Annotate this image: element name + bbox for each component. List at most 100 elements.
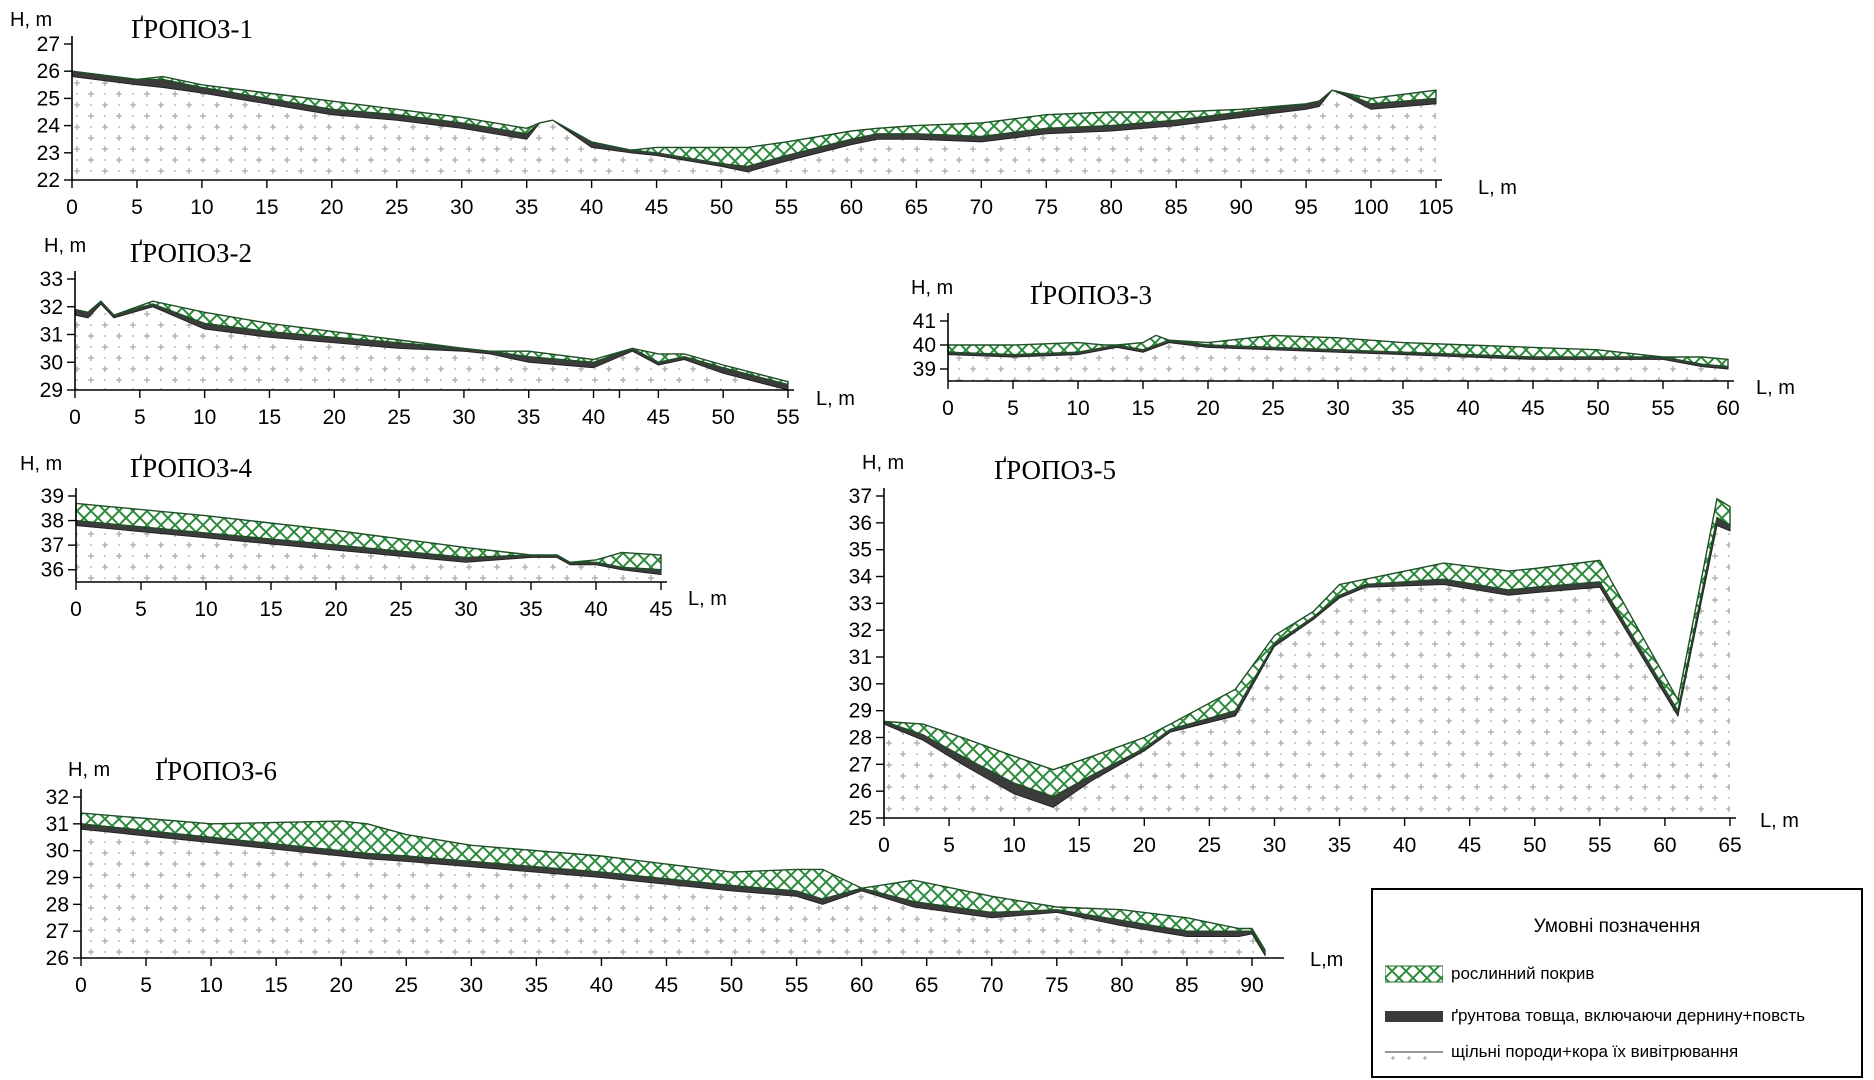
- x-tick-label: 10: [193, 406, 216, 429]
- x-axis-label: L, m: [1760, 810, 1799, 832]
- x-axis-label: L,m: [1310, 949, 1343, 971]
- y-tick-label: 39: [41, 485, 64, 508]
- profile-3: 0 5 10 15 20 25 30 35 40 45 50 55 60394041ҐРОПОЗ-3H,…: [911, 277, 1795, 420]
- legend-label-vegetation: рослинний покрив: [1451, 964, 1595, 983]
- profile-title: ҐРОПОЗ-3: [1030, 280, 1152, 310]
- x-tick-label: 20: [330, 974, 353, 997]
- y-tick-label: 33: [40, 268, 63, 291]
- x-tick-label: 5: [943, 834, 955, 857]
- x-tick-label: 70: [970, 196, 993, 219]
- y-tick-label: 26: [37, 60, 60, 83]
- x-tick-label: 15: [258, 406, 281, 429]
- y-tick-label: 26: [46, 947, 69, 970]
- x-axis-label: L, m: [688, 588, 727, 610]
- profile-title: ҐРОПОЗ-4: [130, 453, 253, 483]
- x-tick-label: 15: [1068, 834, 1091, 857]
- y-tick-label: 38: [41, 510, 64, 533]
- y-tick-label: 35: [849, 539, 872, 562]
- x-tick-label: 0: [69, 406, 81, 429]
- y-tick-label: 23: [37, 142, 60, 165]
- y-tick-label: 31: [40, 324, 63, 347]
- x-tick-label: 85: [1175, 974, 1198, 997]
- x-tick-label: 20: [1133, 834, 1156, 857]
- y-axis-label: H, m: [68, 759, 110, 781]
- x-tick-label: 30: [1263, 834, 1286, 857]
- y-tick-label: 41: [913, 310, 936, 333]
- profile-title: ҐРОПОЗ-2: [130, 238, 252, 268]
- y-tick-label: 31: [46, 813, 69, 836]
- profile-title: ҐРОПОЗ-5: [994, 455, 1116, 485]
- y-tick-label: 30: [40, 351, 63, 374]
- x-tick-label: 20: [324, 598, 347, 621]
- y-tick-label: 32: [849, 619, 872, 642]
- x-tick-label: 15: [1131, 397, 1154, 420]
- x-tick-label: 40: [1456, 397, 1479, 420]
- y-tick-label: 36: [41, 559, 64, 582]
- x-tick-label: 20: [323, 406, 346, 429]
- x-tick-label: 15: [259, 598, 282, 621]
- legend-item-soil: ґрунтова товща, включаючи дернину+повсть: [1385, 1002, 1805, 1030]
- x-tick-label: 25: [395, 974, 418, 997]
- x-tick-label: 30: [460, 974, 483, 997]
- x-tick-label: 0: [75, 974, 87, 997]
- y-tick-label: 34: [849, 566, 873, 589]
- x-tick-label: 65: [1718, 834, 1741, 857]
- x-tick-label: 50: [710, 196, 733, 219]
- legend-label-soil: ґрунтова товща, включаючи дернину+повсть: [1451, 1006, 1806, 1025]
- x-tick-label: 5: [1007, 397, 1019, 420]
- profile-title: ҐРОПОЗ-6: [155, 756, 277, 786]
- x-tick-label: 50: [1523, 834, 1546, 857]
- x-tick-label: 25: [389, 598, 412, 621]
- y-tick-label: 33: [849, 592, 872, 615]
- y-tick-label: 32: [40, 296, 63, 319]
- x-tick-label: 45: [1458, 834, 1481, 857]
- x-tick-label: 50: [720, 974, 743, 997]
- y-tick-label: 28: [849, 727, 872, 750]
- y-tick-label: 31: [849, 646, 872, 669]
- vegetation-layer: [71, 70, 1437, 168]
- x-tick-label: 55: [775, 196, 798, 219]
- y-tick-label: 22: [37, 169, 60, 192]
- x-tick-label: 25: [1261, 397, 1284, 420]
- x-tick-label: 35: [525, 974, 548, 997]
- x-tick-label: 20: [1196, 397, 1219, 420]
- x-tick-label: 55: [1588, 834, 1611, 857]
- y-tick-label: 37: [849, 485, 872, 508]
- y-axis-label: H, m: [20, 453, 62, 475]
- x-tick-label: 40: [584, 598, 607, 621]
- x-tick-label: 75: [1035, 196, 1058, 219]
- x-tick-label: 0: [878, 834, 890, 857]
- y-tick-label: 32: [46, 786, 69, 809]
- x-tick-label: 40: [582, 406, 605, 429]
- y-axis-label: H, m: [911, 277, 953, 299]
- x-tick-label: 60: [1716, 397, 1739, 420]
- x-tick-label: 30: [450, 196, 473, 219]
- x-tick-label: 55: [785, 974, 808, 997]
- vegetation-layer: [883, 497, 1731, 798]
- y-tick-label: 29: [40, 379, 63, 402]
- solid-swatch-icon: [1385, 1011, 1443, 1022]
- x-tick-label: 75: [1045, 974, 1068, 997]
- x-tick-label: 25: [385, 196, 408, 219]
- x-tick-label: 45: [647, 406, 670, 429]
- x-tick-label: 65: [905, 196, 928, 219]
- x-tick-label: 105: [1418, 196, 1453, 219]
- crosshatch-swatch-icon: [1385, 965, 1443, 983]
- x-tick-label: 30: [1326, 397, 1349, 420]
- x-tick-label: 50: [1586, 397, 1609, 420]
- y-tick-label: 40: [913, 334, 936, 357]
- rock-layer: [81, 829, 1265, 958]
- x-tick-label: 25: [387, 406, 410, 429]
- y-tick-label: 39: [913, 358, 936, 381]
- x-tick-label: 45: [655, 974, 678, 997]
- profile-1: 0 5 10 15 20 25 30 35 40 45 50 55 60 65 70 75 80 85 90 95 10…: [10, 9, 1517, 219]
- x-tick-label: 80: [1100, 196, 1123, 219]
- x-tick-label: 10: [1066, 397, 1089, 420]
- x-tick-label: 35: [1328, 834, 1351, 857]
- x-axis-label: L, m: [816, 388, 855, 410]
- x-tick-label: 15: [255, 196, 278, 219]
- x-tick-label: 45: [649, 598, 672, 621]
- x-tick-label: 80: [1110, 974, 1133, 997]
- x-tick-label: 30: [454, 598, 477, 621]
- x-tick-label: 40: [590, 974, 613, 997]
